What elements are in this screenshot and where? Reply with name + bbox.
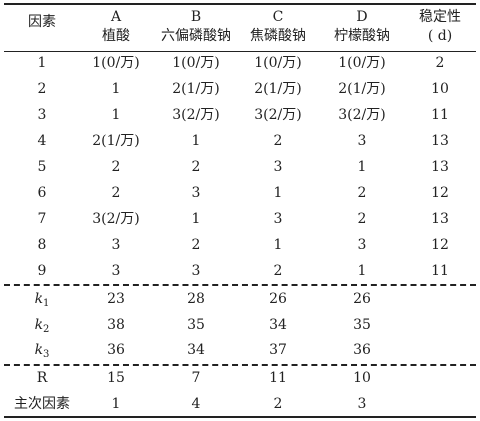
header-b-letter: B	[190, 9, 202, 25]
row-8-c: 1	[273, 237, 283, 253]
row-3-c: 3(2/万)	[254, 107, 302, 123]
row-1-c: 1(0/万)	[254, 55, 302, 71]
row-9-stability: 11	[431, 263, 449, 279]
order-label: 主次因素	[14, 396, 70, 412]
order-a: 1	[111, 396, 121, 412]
row-3-stability: 11	[431, 107, 449, 123]
k1-d: 26	[353, 291, 371, 307]
k3-a: 36	[107, 342, 125, 358]
header-stability: 稳定性	[419, 9, 461, 25]
row-9-a: 3	[111, 263, 121, 279]
row-5-c: 3	[273, 159, 283, 175]
k1-b: 28	[187, 291, 205, 307]
row-6-c: 1	[273, 185, 283, 201]
trials-bottom-rule	[4, 284, 476, 286]
header-b-name: 六偏磷酸钠	[161, 28, 231, 44]
row-8-number: 8	[37, 237, 47, 253]
r-d: 10	[353, 370, 371, 386]
row-2-c: 2(1/万)	[254, 81, 302, 97]
row-2-number: 2	[37, 81, 47, 97]
k1-a: 23	[107, 291, 125, 307]
row-2-stability: 10	[431, 81, 449, 97]
row-1-b: 1(0/万)	[172, 55, 220, 71]
header-bottom-rule	[4, 51, 476, 52]
r-b: 7	[191, 370, 201, 386]
order-d: 3	[357, 396, 367, 412]
header-c-letter: C	[272, 9, 284, 25]
row-6-a: 2	[111, 185, 121, 201]
k2-a: 38	[107, 317, 125, 333]
row-2-d: 2(1/万)	[338, 81, 386, 97]
row-5-d: 1	[357, 159, 367, 175]
r-a: 15	[107, 370, 125, 386]
row-9-d: 1	[357, 263, 367, 279]
row-2-b: 2(1/万)	[172, 81, 220, 97]
row-5-b: 2	[191, 159, 201, 175]
k3-d: 36	[353, 342, 371, 358]
row-6-d: 2	[357, 185, 367, 201]
row-7-d: 2	[357, 211, 367, 227]
k1-label: k1	[34, 291, 50, 309]
row-7-b: 1	[191, 211, 201, 227]
row-7-number: 7	[37, 211, 47, 227]
row-2-a: 1	[111, 81, 121, 97]
header-factor: 因素	[28, 14, 56, 30]
row-3-d: 3(2/万)	[338, 107, 386, 123]
row-3-b: 3(2/万)	[172, 107, 220, 123]
row-7-stability: 13	[431, 211, 449, 227]
row-3-number: 3	[37, 107, 47, 123]
row-4-a: 2(1/万)	[92, 133, 140, 149]
header-d-name: 柠檬酸钠	[334, 28, 390, 44]
row-8-a: 3	[111, 237, 121, 253]
k2-d: 35	[353, 317, 371, 333]
k2-c: 34	[269, 317, 287, 333]
orthogonal-test-table: 因素 A 植酸 B 六偏磷酸钠 C 焦磷酸钠 D 柠檬酸钠 稳定性 ( d) 1…	[4, 0, 476, 421]
row-3-a: 1	[111, 107, 121, 123]
table-bottom-rule	[4, 416, 476, 418]
k3-b: 34	[187, 342, 205, 358]
row-4-d: 3	[357, 133, 367, 149]
k1-c: 26	[269, 291, 287, 307]
row-6-b: 3	[191, 185, 201, 201]
k3-label: k3	[34, 342, 50, 360]
k2-b: 35	[187, 317, 205, 333]
row-1-a: 1(0/万)	[92, 55, 140, 71]
row-4-stability: 13	[431, 133, 449, 149]
row-5-stability: 13	[431, 159, 449, 175]
header-stability-unit: ( d)	[427, 28, 453, 44]
row-4-number: 4	[37, 133, 47, 149]
r-label: R	[36, 370, 48, 386]
order-c: 2	[273, 396, 283, 412]
row-1-d: 1(0/万)	[338, 55, 386, 71]
row-8-d: 3	[357, 237, 367, 253]
header-a-letter: A	[110, 9, 122, 25]
row-7-a: 3(2/万)	[92, 211, 140, 227]
row-8-stability: 12	[431, 237, 449, 253]
header-a-name: 植酸	[102, 28, 130, 44]
row-9-c: 2	[273, 263, 283, 279]
row-6-number: 6	[37, 185, 47, 201]
row-1-number: 1	[37, 55, 47, 71]
row-6-stability: 12	[431, 185, 449, 201]
k-bottom-rule	[4, 364, 476, 366]
row-5-a: 2	[111, 159, 121, 175]
row-4-b: 1	[191, 133, 201, 149]
row-4-c: 2	[273, 133, 283, 149]
header-d-letter: D	[356, 9, 368, 25]
table-top-rule	[4, 3, 476, 5]
order-b: 4	[191, 396, 201, 412]
row-9-b: 3	[191, 263, 201, 279]
row-8-b: 2	[191, 237, 201, 253]
header-c-name: 焦磷酸钠	[250, 28, 306, 44]
r-c: 11	[269, 370, 287, 386]
k2-label: k2	[34, 317, 50, 335]
k3-c: 37	[269, 342, 287, 358]
row-1-stability: 2	[435, 55, 445, 71]
row-7-c: 3	[273, 211, 283, 227]
row-5-number: 5	[37, 159, 47, 175]
row-9-number: 9	[37, 263, 47, 279]
